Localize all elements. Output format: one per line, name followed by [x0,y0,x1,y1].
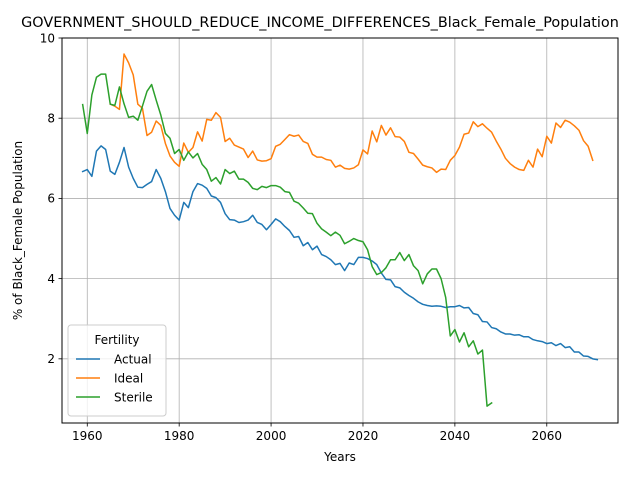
plot-frame [61,37,619,424]
series-layer [81,53,599,407]
legend-label-actual: Actual [114,352,152,366]
series-line-sterile [81,73,493,407]
x-axis-label: Years [323,450,356,464]
legend-title: Fertility [94,333,139,347]
x-tick-label: 1980 [164,429,195,443]
legend-label-sterile: Sterile [114,390,153,404]
y-tick-label: 6 [47,192,55,206]
legend: Fertility Actual Ideal Sterile [67,324,167,417]
series-line-ideal [109,53,594,174]
legend-frame [67,324,167,417]
x-tick-label: 2040 [440,429,471,443]
y-tick-label: 8 [47,112,55,126]
x-tick-label: 2060 [532,429,563,443]
y-tick-label: 10 [40,31,55,45]
y-axis-label: % of Black_Female Population [11,141,25,320]
y-tick-label: 2 [47,352,55,366]
legend-items: Actual Ideal Sterile [76,352,153,404]
legend-label-ideal: Ideal [114,371,143,385]
x-axis: 1960 1980 2000 2020 2040 2060 [72,423,562,443]
x-tick-label: 2000 [256,429,287,443]
x-tick-label: 2020 [348,429,379,443]
y-tick-label: 4 [47,272,55,286]
x-tick-label: 1960 [72,429,103,443]
series-line-actual [81,145,599,361]
chart-title: GOVERNMENT_SHOULD_REDUCE_INCOME_DIFFEREN… [21,15,619,31]
y-axis: 2 4 6 8 10 [40,31,62,366]
